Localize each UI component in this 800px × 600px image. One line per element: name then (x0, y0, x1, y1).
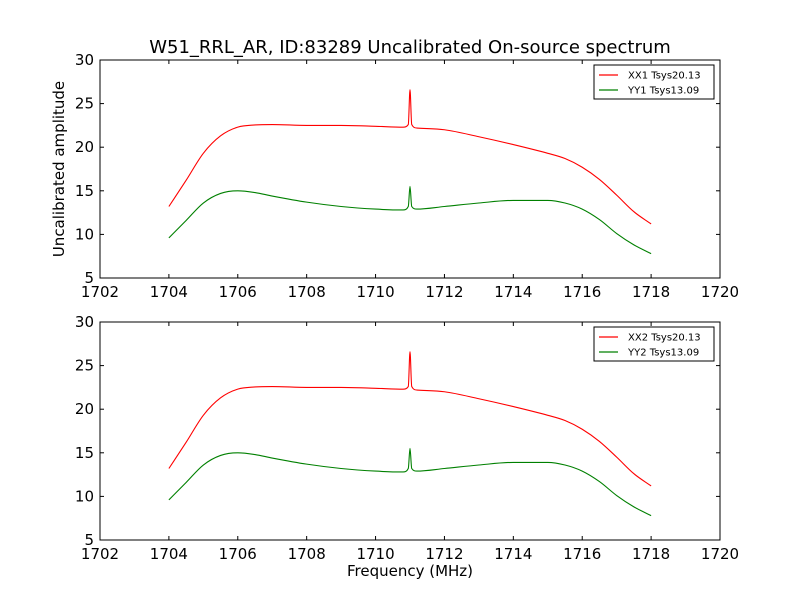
axes-frame (99, 321, 721, 541)
x-tick-label: 1712 (425, 283, 463, 301)
series-line-2 (168, 185, 652, 255)
series-line-2 (168, 447, 652, 517)
y-tick-label: 30 (75, 51, 94, 69)
x-tick-label: 1714 (494, 545, 532, 563)
x-tick-label: 1718 (632, 283, 670, 301)
legend-entry: YY1 Tsys13.09 (627, 86, 699, 97)
legend-entry: XX1 Tsys20.13 (628, 71, 701, 82)
series-lines (168, 89, 652, 255)
legend-frame (593, 64, 715, 100)
legend-entry: XX2 Tsys20.13 (628, 333, 701, 344)
panel-2: 1702 1704 1706 1708 1710 1712 1714 1716 1718 1720… (75, 313, 739, 580)
x-tick-label: 1708 (288, 283, 326, 301)
x-tick-label: 1720 (701, 283, 739, 301)
x-tick-label: 1704 (150, 283, 188, 301)
series-line-1 (168, 351, 652, 487)
y-tick-label: 15 (75, 444, 94, 462)
y-tick-label: 15 (75, 182, 94, 200)
y-tick-label: 25 (75, 95, 94, 113)
series-lines (168, 351, 652, 517)
x-tick-label: 1716 (563, 283, 601, 301)
x-tick-label: 1714 (494, 283, 532, 301)
x-tick-label: 1710 (356, 545, 394, 563)
y-tick-label: 10 (75, 225, 94, 243)
legend-frame (593, 326, 715, 362)
x-axis-label: Frequency (MHz) (347, 562, 473, 580)
chart-title: W51_RRL_AR, ID:83289 Uncalibrated On-sou… (149, 37, 671, 58)
x-tick-label: 1706 (219, 283, 257, 301)
x-tick-label: 1706 (219, 545, 257, 563)
y-tick-label: 5 (84, 531, 94, 549)
x-tick-label: 1704 (150, 545, 188, 563)
x-tick-label: 1710 (356, 283, 394, 301)
y-tick-label: 5 (84, 269, 94, 287)
x-tick-label: 1712 (425, 545, 463, 563)
panels: 1702 1704 1706 1708 1710 1712 1714 1716 1718 1720… (50, 51, 739, 580)
x-tick-label: 1708 (288, 545, 326, 563)
x-tick-label: 1716 (563, 545, 601, 563)
axes-frame (99, 59, 721, 279)
y-tick-label: 20 (75, 138, 94, 156)
y-axis-label: Uncalibrated amplitude (50, 81, 68, 257)
legend: XX1 Tsys20.13 YY1 Tsys13.09 (593, 64, 715, 100)
panel-1: 1702 1704 1706 1708 1710 1712 1714 1716 1718 1720… (50, 51, 739, 301)
x-tick-label: 1718 (632, 545, 670, 563)
x-tick-label: 1702 (81, 545, 119, 563)
legend: XX2 Tsys20.13 YY2 Tsys13.09 (593, 326, 715, 362)
legend-entry: YY2 Tsys13.09 (627, 348, 699, 359)
x-tick-label: 1702 (81, 283, 119, 301)
x-tick-label: 1720 (701, 545, 739, 563)
y-tick-label: 25 (75, 357, 94, 375)
y-tick-label: 20 (75, 400, 94, 418)
y-tick-label: 30 (75, 313, 94, 331)
y-tick-label: 10 (75, 487, 94, 505)
series-line-1 (168, 89, 652, 225)
